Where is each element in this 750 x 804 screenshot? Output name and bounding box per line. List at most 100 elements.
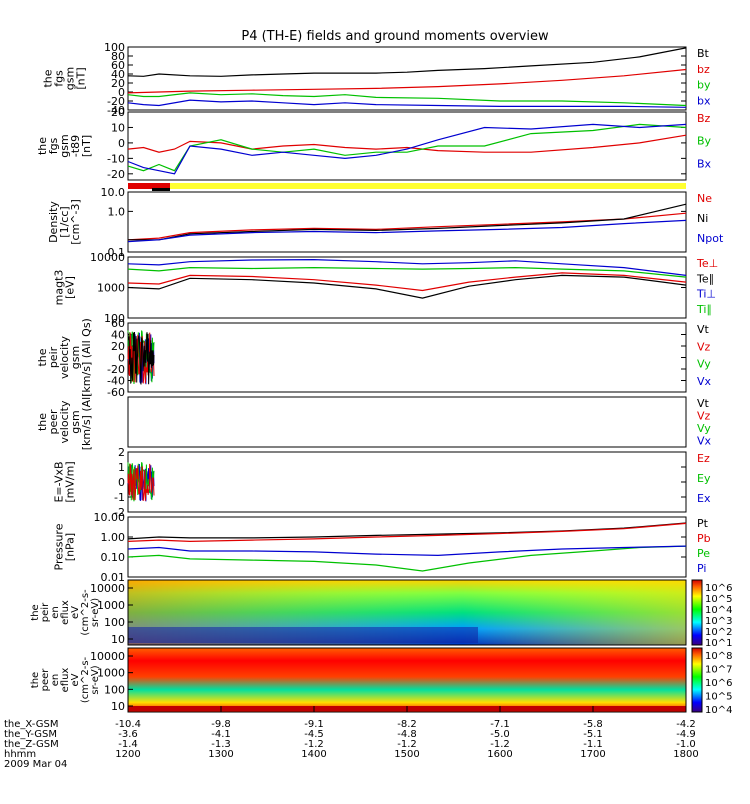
series-by-line <box>127 92 687 107</box>
y-tick-label: 20 <box>111 340 125 353</box>
legend-Vz: Vz <box>697 410 711 423</box>
y-tick-label: 2 <box>118 446 125 459</box>
panel-frame <box>127 46 687 111</box>
y-axis-label: the <box>36 413 49 431</box>
y-axis-label: (cm^2-s- <box>80 656 91 703</box>
y-axis-label: peir <box>47 346 60 368</box>
colorbar-label: 10^4 <box>705 705 732 716</box>
legend-Vt: Vt <box>697 397 710 410</box>
panel-frame <box>127 396 687 448</box>
panel-frame <box>127 322 687 393</box>
legend-Ne: Ne <box>697 192 712 205</box>
series-Ti∥-line <box>127 266 687 278</box>
legend-Te∥: Te∥ <box>696 272 714 285</box>
y-axis-label: peer <box>40 668 51 692</box>
x-row-value: -9.1 <box>304 719 324 730</box>
y-tick-label: 40 <box>111 329 125 342</box>
y-axis-label: [mV/m] <box>64 461 77 502</box>
y-tick-label: 0.1 <box>108 246 126 259</box>
y-axis-label: velocity <box>58 336 71 379</box>
y-tick-label: -40 <box>107 104 125 117</box>
y-tick-label: -1 <box>114 491 125 504</box>
y-tick-label: 10000 <box>90 650 125 663</box>
legend-Vx: Vx <box>697 375 712 388</box>
y-tick-label: 10000 <box>90 251 125 264</box>
panel-frame <box>127 191 687 253</box>
x-row-value: -4.2 <box>676 719 696 730</box>
legend-Ti∥: Ti∥ <box>696 303 712 316</box>
series-Te∥-line <box>127 274 687 299</box>
y-tick-label: 40 <box>111 68 125 81</box>
legend-Pi: Pi <box>697 562 706 575</box>
y-tick-label: 1000 <box>97 282 125 295</box>
legend-Ni: Ni <box>697 212 708 225</box>
y-tick-label: -20 <box>107 168 125 181</box>
series-Ni-line <box>128 203 687 241</box>
x-row-value: 1300 <box>208 749 233 760</box>
x-row-value: 1800 <box>673 749 698 760</box>
x-row-value: -1.0 <box>676 739 696 750</box>
spectrogram-image <box>128 648 686 712</box>
panel-density: 10.0 1.0 0.1 Density[1/cc][cm^-3] Ne Ni Npot <box>47 186 724 259</box>
series-Bt-line <box>127 47 687 77</box>
x-row-label: the_X-GSM <box>4 719 58 730</box>
y-tick-label: 0.10 <box>101 551 126 564</box>
y-axis-label: fgs <box>53 70 66 87</box>
panel-frame <box>127 516 687 578</box>
y-tick-label: 100 <box>104 683 125 696</box>
y-axis-label: eflux <box>60 600 71 625</box>
y-axis-label: magt3 <box>53 270 66 306</box>
y-axis-label: the <box>42 69 55 87</box>
y-axis-label: the <box>36 348 49 366</box>
y-axis-label: the <box>36 137 49 155</box>
legend-Pb: Pb <box>697 532 711 545</box>
y-axis-label: E=-VxB <box>53 461 66 502</box>
legend-Npot: Npot <box>697 232 724 245</box>
x-row-value: -1.2 <box>304 739 324 750</box>
x-row-value: -5.1 <box>583 729 603 740</box>
y-axis-label: [eV] <box>64 276 77 299</box>
y-axis-label: sr-eV) <box>90 598 101 627</box>
legend-Ti⊥: Ti⊥ <box>696 288 716 301</box>
y-axis-label: the <box>30 672 41 688</box>
colorbar-label: 10^5 <box>705 594 732 605</box>
x-row-value: -9.8 <box>211 719 231 730</box>
legend-bz: bz <box>697 63 710 76</box>
y-tick-label: 10 <box>111 633 125 646</box>
legend-Ex: Ex <box>697 492 711 505</box>
x-row-value: -7.1 <box>490 719 510 730</box>
y-axis-label: the <box>30 604 41 620</box>
panel-efield: 2 1 0 -1 -2 E=-VxB[mV/m] Ez Ey Ex <box>53 446 711 519</box>
series-Npot-line <box>127 219 687 243</box>
x-row-value: 1200 <box>115 749 140 760</box>
velocity-burst <box>127 331 155 385</box>
x-row-value: -4.9 <box>676 729 696 740</box>
x-row-label: the_Z-GSM <box>4 739 59 750</box>
colorbar <box>691 647 703 713</box>
colorbar-label: 10^5 <box>705 692 732 703</box>
y-axis-label: [km/s] (All Qs) <box>80 318 93 397</box>
legend-Vz: Vz <box>697 340 711 353</box>
colorbar-label: 10^4 <box>705 605 732 616</box>
series-Pe-line <box>127 545 687 572</box>
legend-Bz: Bz <box>697 112 711 125</box>
x-row-value: -4.1 <box>211 729 231 740</box>
legend-Te⊥: Te⊥ <box>696 257 718 270</box>
y-axis-label: [nPa] <box>64 533 77 561</box>
y-tick-label: -2 <box>114 506 125 519</box>
legend-Ez: Ez <box>697 452 710 465</box>
legend-Bx: Bx <box>697 157 712 170</box>
x-row-value: -1.1 <box>583 739 603 750</box>
panel-pressure: 10.00 1.00 0.10 0.01 Pressure[nPa] Pt Pb Pe Pi <box>53 511 711 584</box>
y-tick-label: 0 <box>118 476 125 489</box>
x-row-label: the_Y-GSM <box>4 729 57 740</box>
series-bx-line <box>127 99 687 108</box>
ephemeris-bar-segment <box>128 183 170 189</box>
colorbar-label: 10^2 <box>705 627 732 638</box>
colorbar <box>691 579 703 646</box>
y-axis-label: en <box>50 606 61 619</box>
x-row-value: 1500 <box>394 749 419 760</box>
